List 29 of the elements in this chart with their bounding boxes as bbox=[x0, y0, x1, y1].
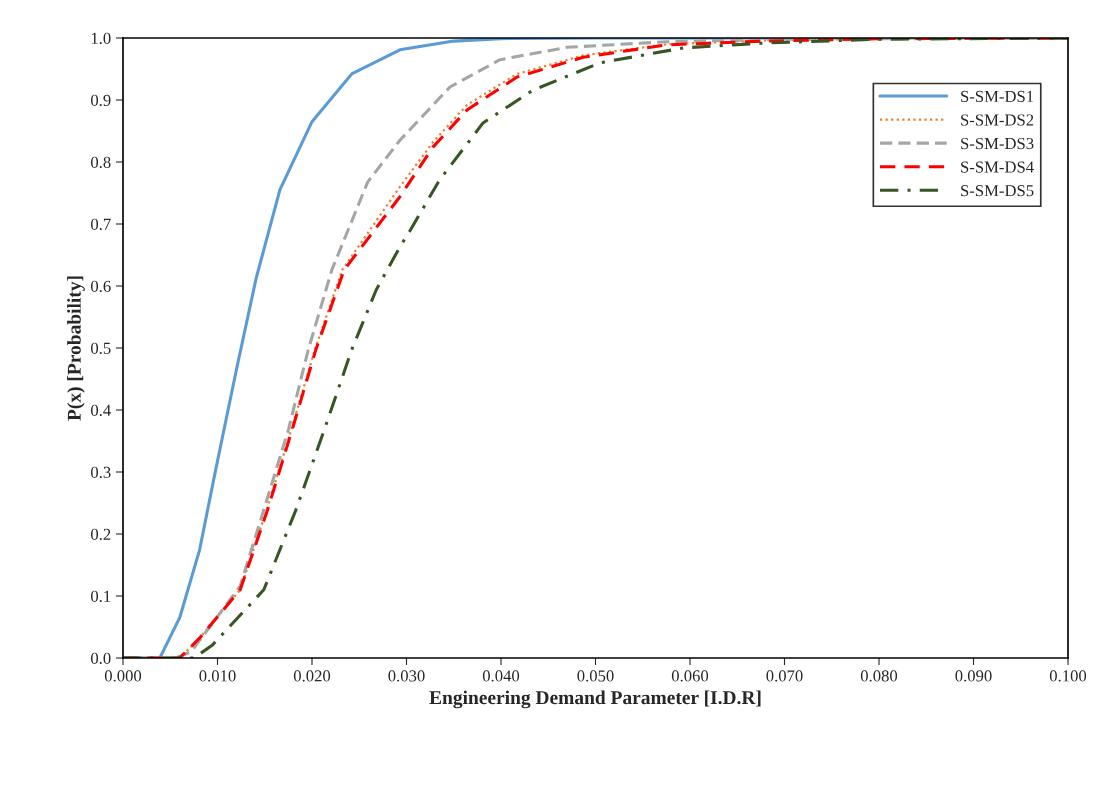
y-tick-label: 0.6 bbox=[91, 280, 111, 293]
x-tick-label: 0.070 bbox=[766, 670, 803, 682]
y-axis-title: P(x) [Probability] bbox=[67, 276, 85, 421]
x-tick-label: 0.030 bbox=[388, 670, 425, 682]
y-tick-label: 0.2 bbox=[91, 528, 111, 541]
y-tick-label: 0.1 bbox=[91, 590, 111, 603]
x-axis-title: Engineering Demand Parameter [I.D.R] bbox=[429, 690, 761, 709]
y-tick-label: 0.8 bbox=[91, 156, 111, 169]
x-tick-label: 0.060 bbox=[671, 670, 709, 682]
legend-label: S-SM-DS4 bbox=[961, 161, 1034, 173]
x-tick-label: 0.020 bbox=[293, 670, 331, 682]
x-tick-label: 0.050 bbox=[577, 670, 614, 682]
y-tick-label: 0.4 bbox=[91, 404, 111, 417]
y-tick-label: 0.9 bbox=[91, 94, 111, 107]
y-tick-label: 0.5 bbox=[91, 342, 111, 355]
y-tick-label: 0.0 bbox=[91, 652, 111, 665]
legend-label: S-SM-DS1 bbox=[961, 90, 1034, 103]
x-tick-label: 0.000 bbox=[104, 670, 142, 682]
y-tick-label: 0.7 bbox=[91, 218, 111, 231]
x-tick-label: 0.040 bbox=[482, 670, 520, 682]
x-tick-label: 0.100 bbox=[1049, 670, 1087, 682]
legend-label: S-SM-DS2 bbox=[961, 114, 1034, 126]
y-tick-label: 0.3 bbox=[91, 466, 111, 479]
legend-label: S-SM-DS5 bbox=[961, 185, 1034, 197]
x-tick-label: 0.010 bbox=[199, 670, 236, 682]
x-tick-label: 0.080 bbox=[860, 670, 898, 682]
legend-label: S-SM-DS3 bbox=[961, 137, 1034, 150]
y-tick-label: 1.0 bbox=[91, 32, 111, 45]
x-tick-label: 0.090 bbox=[955, 670, 992, 682]
